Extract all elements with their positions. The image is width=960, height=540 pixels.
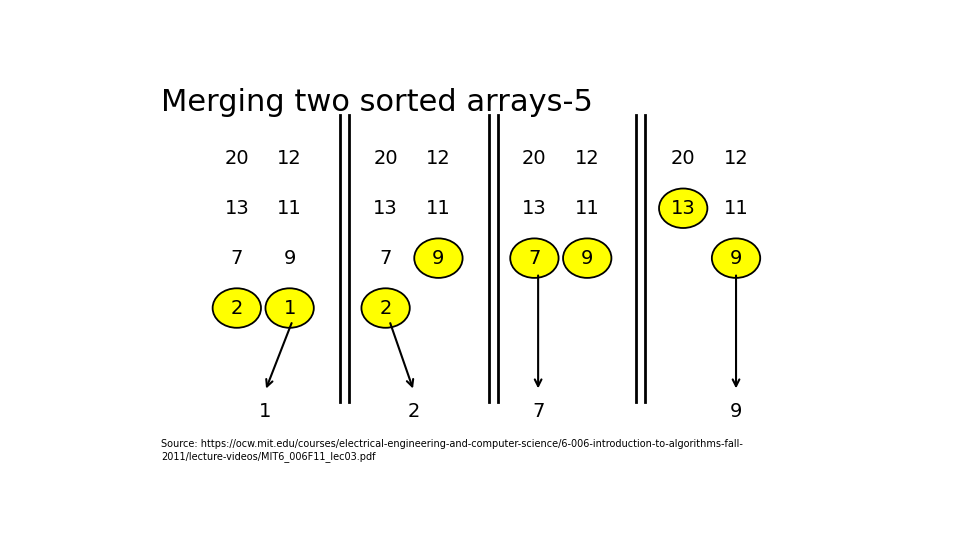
Ellipse shape [510,238,559,278]
Text: 9: 9 [730,248,742,268]
Ellipse shape [712,238,760,278]
Ellipse shape [212,288,261,328]
Text: 7: 7 [379,248,392,268]
Ellipse shape [564,238,612,278]
Text: 1: 1 [259,402,272,422]
Text: 9: 9 [730,402,742,422]
Text: 12: 12 [575,149,600,168]
Text: 11: 11 [426,199,451,218]
Text: 20: 20 [671,149,696,168]
Ellipse shape [361,288,410,328]
Text: 13: 13 [522,199,547,218]
Text: 7: 7 [528,248,540,268]
Text: Merging two sorted arrays-5: Merging two sorted arrays-5 [161,87,592,117]
Text: 13: 13 [225,199,250,218]
Text: 7: 7 [532,402,544,422]
Text: Source: https://ocw.mit.edu/courses/electrical-engineering-and-computer-science/: Source: https://ocw.mit.edu/courses/elec… [161,440,743,462]
Text: 1: 1 [283,299,296,318]
Text: 20: 20 [225,149,250,168]
Text: 9: 9 [283,248,296,268]
Text: 2: 2 [408,402,420,422]
Text: 20: 20 [522,149,547,168]
Text: 12: 12 [724,149,749,168]
Text: 2: 2 [230,299,243,318]
Text: 13: 13 [373,199,398,218]
Text: 9: 9 [581,248,593,268]
Text: 11: 11 [724,199,749,218]
Ellipse shape [659,188,708,228]
Text: 13: 13 [671,199,696,218]
Text: 20: 20 [373,149,398,168]
Text: 11: 11 [575,199,600,218]
Text: 12: 12 [277,149,302,168]
Text: 2: 2 [379,299,392,318]
Text: 7: 7 [230,248,243,268]
Text: 11: 11 [277,199,302,218]
Text: 9: 9 [432,248,444,268]
Ellipse shape [266,288,314,328]
Ellipse shape [415,238,463,278]
Text: 12: 12 [426,149,451,168]
